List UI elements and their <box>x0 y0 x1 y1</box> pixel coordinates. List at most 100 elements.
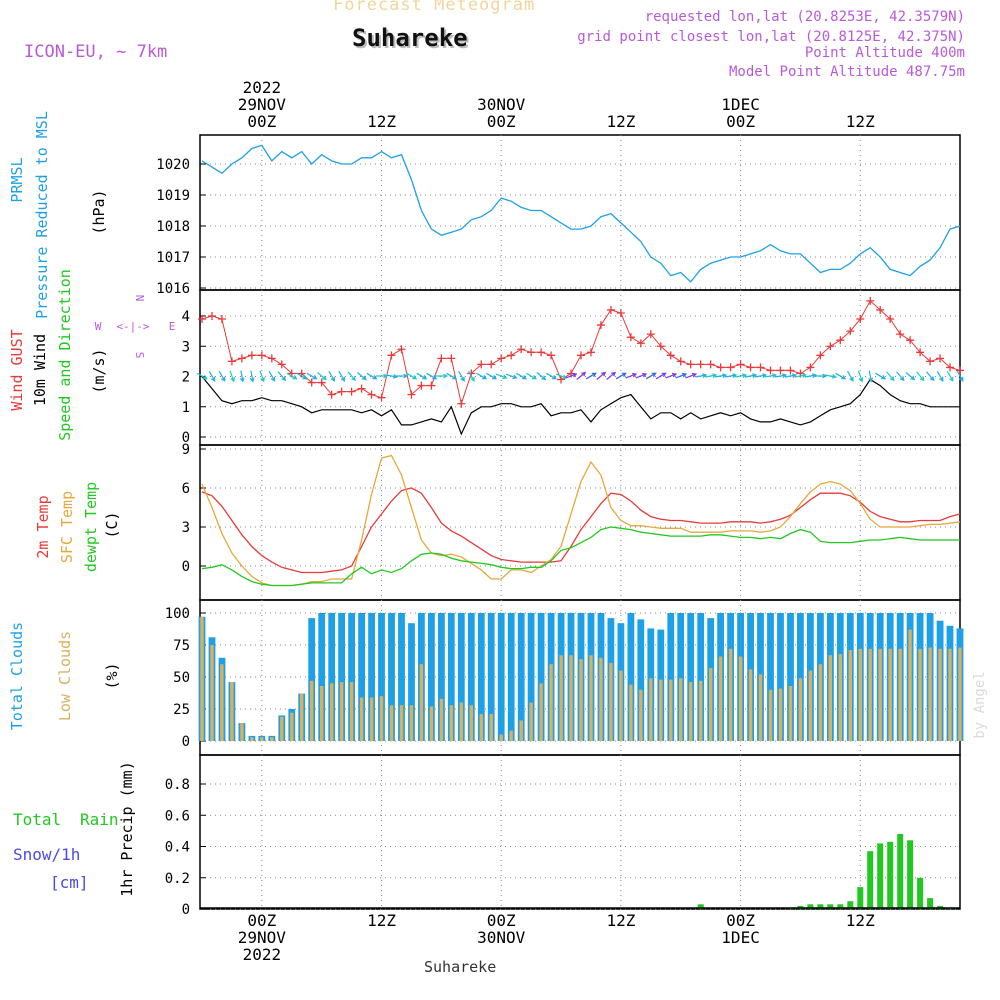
wind-direction-arrow <box>406 372 418 380</box>
x-bottom-label: 00Z <box>487 911 516 930</box>
precip-ylabel: 1hr Precip (mm) <box>118 761 136 896</box>
precipitation-y-tick-label: 0.8 <box>165 777 190 793</box>
rain-bar <box>877 843 884 909</box>
temp-ylabel-2m: 2m Temp <box>34 495 52 558</box>
low-clouds-bar <box>300 693 304 741</box>
pressure-panel-frame <box>199 134 961 291</box>
gust-marker <box>477 360 486 369</box>
x-top-label: 00Z <box>487 112 516 131</box>
total-clouds-bar <box>398 613 405 741</box>
rain-bar <box>837 904 844 909</box>
pressure-ylabel-desc: Pressure Reduced to MSL <box>33 111 51 319</box>
total-clouds-bar <box>408 623 415 741</box>
gust-marker <box>407 390 416 399</box>
wind-direction-arrow <box>725 373 738 378</box>
low-clouds-bar <box>280 716 284 741</box>
gust-marker <box>367 390 376 399</box>
wind-direction-arrow <box>249 370 255 383</box>
low-clouds-bar <box>330 683 334 741</box>
x-top-label: 00Z <box>726 112 755 131</box>
wind-direction-arrow <box>886 371 895 382</box>
gust-marker <box>906 336 915 345</box>
wind-direction-arrow <box>585 372 597 380</box>
low-clouds-bar <box>888 648 892 741</box>
low-clouds-bar <box>808 670 813 741</box>
total-clouds-bar <box>777 613 784 741</box>
gust-marker <box>836 336 845 345</box>
temperature-y-tick-label: 9 <box>182 442 190 458</box>
wind-direction-arrow <box>857 370 864 383</box>
x-bottom-label: 12Z <box>367 911 396 930</box>
x-bottom-label: 2022 <box>243 945 282 964</box>
gust-marker <box>557 375 566 384</box>
low-clouds-bar <box>559 655 563 741</box>
rain-bar <box>927 898 934 909</box>
x-top-label: 12Z <box>846 112 875 131</box>
clouds-y-tick-label: 0 <box>182 734 190 750</box>
gust-marker <box>527 348 536 357</box>
wind-direction-arrow <box>576 371 587 380</box>
gust-marker <box>736 360 745 369</box>
pressure-y-tick-label: 1017 <box>156 250 190 266</box>
wind-direction-arrow <box>804 373 818 378</box>
low-clouds-bar <box>549 664 553 741</box>
total-clouds-bar <box>328 613 336 741</box>
wind-direction-arrow <box>715 373 728 378</box>
total-clouds-bar <box>378 613 385 741</box>
low-clouds-bar <box>589 655 593 741</box>
pressure-y-tick-label: 1016 <box>156 281 190 297</box>
low-clouds-bar <box>379 696 384 741</box>
total-clouds-bar <box>477 613 485 741</box>
total-clouds-bar <box>438 613 445 741</box>
low-clouds-bar <box>539 683 543 741</box>
low-clouds-bar <box>848 650 852 741</box>
low-clouds-bar <box>958 647 962 741</box>
total-clouds-bar <box>318 613 326 741</box>
low-clouds-bar <box>758 674 763 741</box>
clouds-ylabel-total: Total Clouds <box>8 622 26 730</box>
wind-ylabel-10m: 10m Wind <box>31 334 49 406</box>
gust-marker <box>616 308 625 317</box>
precip-label-total: Total <box>13 810 61 829</box>
total-clouds-bar <box>348 613 355 741</box>
wind-legend-east: E <box>169 320 176 333</box>
low-clouds-bar <box>738 656 743 741</box>
x-bottom-label: 12Z <box>846 911 875 930</box>
low-clouds-bar <box>938 648 942 741</box>
rain-bar <box>917 877 924 910</box>
low-clouds-bar <box>569 655 573 741</box>
gust-marker <box>547 351 556 360</box>
wind-direction-arrow <box>835 372 847 380</box>
total-clouds-bar <box>457 613 465 741</box>
wind-series-line <box>201 376 960 436</box>
wind-direction-arrow <box>277 371 287 382</box>
wind-direction-arrow <box>526 372 537 380</box>
low-clouds-bar <box>210 645 214 741</box>
gust-marker <box>387 351 396 360</box>
gust-marker <box>826 342 835 351</box>
wind-direction-arrow <box>695 373 708 378</box>
wind-direction-arrow <box>495 373 508 380</box>
total-clouds-bar <box>537 613 545 741</box>
low-clouds-bar <box>439 698 444 741</box>
wind-panel-frame <box>199 289 961 446</box>
gust-marker <box>956 366 964 375</box>
total-clouds-bar <box>787 613 794 741</box>
rain-bar <box>857 887 864 909</box>
low-clouds-bar <box>270 737 274 741</box>
low-clouds-bar <box>529 702 533 741</box>
wind-direction-arrow <box>565 372 578 379</box>
low-clouds-bar <box>419 664 424 741</box>
gust-marker <box>676 357 685 366</box>
gust-marker <box>457 399 466 408</box>
precipitation-y-tick-label: 0.4 <box>165 840 190 856</box>
x-bottom-label: 00Z <box>247 911 276 930</box>
wind-direction-arrow <box>229 370 235 383</box>
wind-direction-arrow <box>366 372 378 380</box>
temp-ylabel-sfc: SFC Temp <box>58 491 76 563</box>
gust-marker <box>207 312 216 320</box>
gust-marker <box>746 363 755 372</box>
model-label: ICON-EU, ~ 7km <box>24 42 168 62</box>
wind-direction-arrow <box>259 370 265 383</box>
x-bottom-label: 1DEC <box>721 928 760 947</box>
